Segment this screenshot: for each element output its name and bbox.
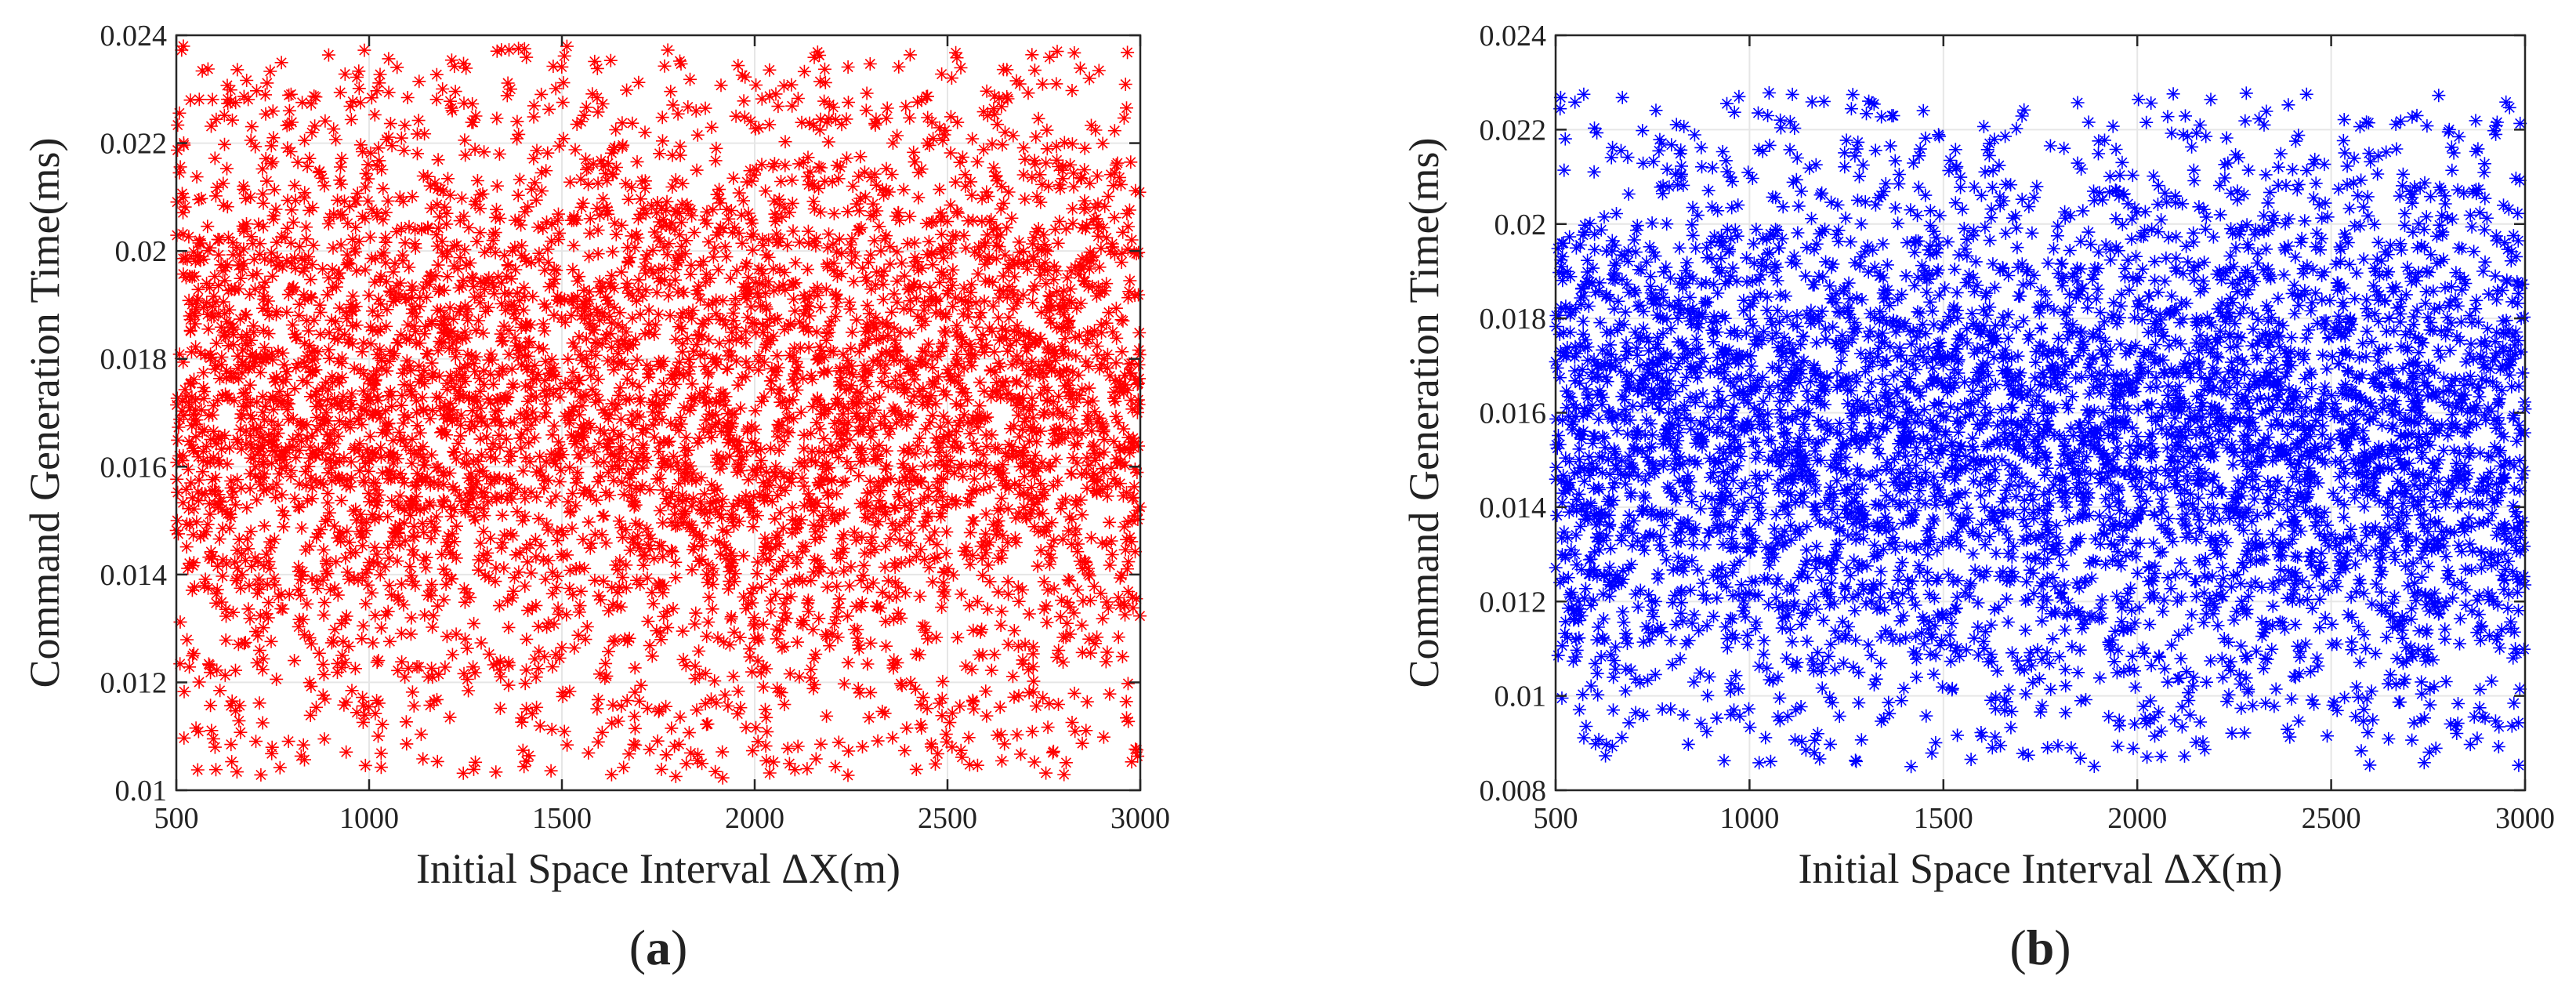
chart-panel-a: 500 1000 1500 2000 2500 3000 0.010.0120.0140.… bbox=[21, 20, 1170, 975]
y-tick-label: 0.02 bbox=[1495, 209, 1547, 241]
x-tick-label: 500 bbox=[154, 802, 199, 835]
y-tick-label: 0.01 bbox=[115, 775, 168, 807]
panel-label-a: (a) bbox=[629, 920, 688, 975]
x-tick-label: 2000 bbox=[2107, 802, 2167, 835]
x-tick-label: 1000 bbox=[1719, 802, 1779, 835]
x-tick-label: 500 bbox=[1534, 802, 1578, 835]
chart-panel-b: 500 1000 1500 2000 2500 3000 0.0080.010.0120.… bbox=[1400, 20, 2555, 975]
tick-marks-b bbox=[1554, 34, 2527, 792]
x-tick-labels-a: 500 1000 1500 2000 2500 3000 bbox=[154, 802, 1171, 835]
x-axis-title-a: Initial Space Interval ΔX(m) bbox=[416, 845, 900, 892]
x-tick-label: 1500 bbox=[1914, 802, 1973, 835]
y-tick-label: 0.014 bbox=[1480, 492, 1547, 524]
scatter-series-a bbox=[169, 39, 1147, 785]
y-tick-labels-a: 0.01 0.012 0.014 0.016 0.018 0.02 0.022 0.024 bbox=[100, 20, 168, 807]
x-tick-label: 2500 bbox=[918, 802, 977, 835]
scatter-points-b bbox=[1549, 86, 2532, 774]
x-tick-label: 3000 bbox=[1110, 802, 1170, 835]
y-tick-label: 0.018 bbox=[100, 343, 168, 376]
y-tick-label: 0.014 bbox=[100, 559, 168, 592]
y-tick-label: 0.016 bbox=[1480, 397, 1547, 430]
x-tick-label: 1000 bbox=[339, 802, 399, 835]
y-tick-label: 0.024 bbox=[1480, 20, 1547, 53]
y-tick-label: 0.024 bbox=[100, 20, 168, 53]
panel-letter-b: b bbox=[2027, 920, 2055, 975]
plot-frame-a bbox=[175, 34, 1142, 792]
y-axis-title-b: Command Generation Time(ms) bbox=[1400, 138, 1447, 688]
y-tick-label: 0.018 bbox=[1480, 303, 1547, 336]
y-tick-label: 0.008 bbox=[1480, 775, 1547, 807]
y-tick-labels-b: 0.008 0.01 0.012 0.014 0.016 0.018 0.02 0.022 0.… bbox=[1480, 20, 1547, 807]
y-tick-label: 0.012 bbox=[1480, 586, 1547, 619]
y-axis-title-a: Command Generation Time(ms) bbox=[21, 138, 68, 688]
panel-label-b: (b) bbox=[2009, 920, 2071, 975]
y-tick-label: 0.022 bbox=[100, 128, 168, 161]
y-tick-label: 0.02 bbox=[115, 235, 168, 268]
tick-marks-a bbox=[175, 34, 1142, 792]
x-tick-label: 1500 bbox=[532, 802, 592, 835]
y-tick-label: 0.012 bbox=[100, 666, 168, 699]
x-tick-labels-b: 500 1000 1500 2000 2500 3000 bbox=[1534, 802, 2556, 835]
x-tick-label: 2500 bbox=[2302, 802, 2361, 835]
x-axis-title-b: Initial Space Interval ΔX(m) bbox=[1799, 845, 2283, 892]
y-tick-label: 0.01 bbox=[1495, 680, 1547, 713]
scatter-points-a bbox=[169, 39, 1147, 785]
y-tick-label: 0.022 bbox=[1480, 114, 1547, 147]
scatter-series-b bbox=[1549, 86, 2532, 774]
x-tick-label: 2000 bbox=[725, 802, 784, 835]
y-tick-label: 0.016 bbox=[100, 451, 168, 484]
panel-letter-a: a bbox=[646, 920, 671, 975]
x-tick-label: 3000 bbox=[2495, 802, 2555, 835]
